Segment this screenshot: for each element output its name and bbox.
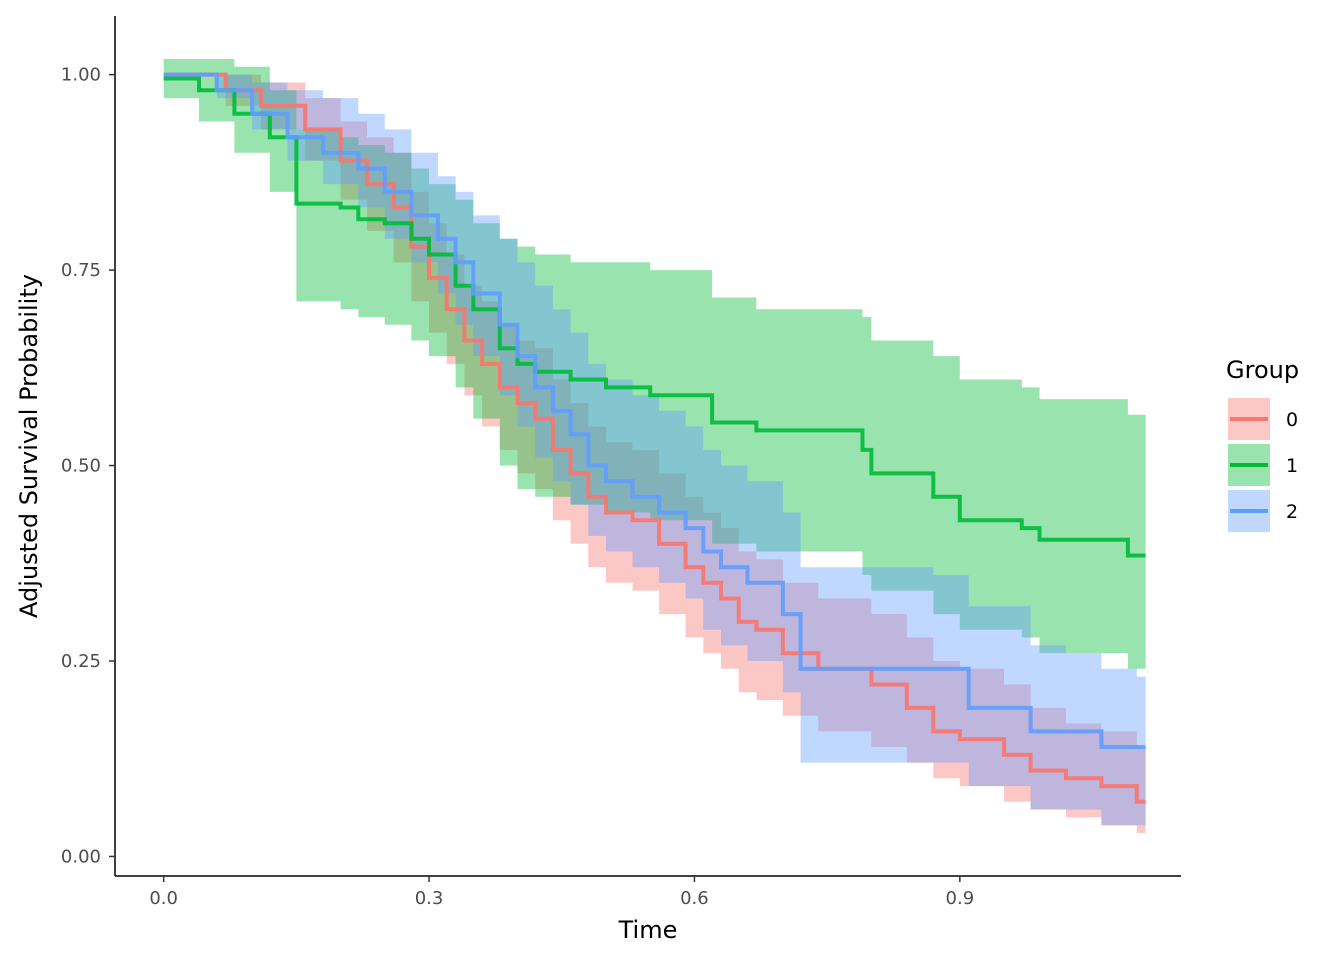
legend-label-1: 1: [1286, 455, 1298, 477]
survival-curves: [163, 72, 1146, 804]
y-tick-label: 0.50: [61, 456, 101, 477]
x-axis-ticks: 0.0 0.3 0.6 0.9: [149, 876, 974, 909]
y-tick-label: 1.00: [61, 65, 101, 86]
x-tick-label: 0.0: [149, 888, 178, 909]
ribbon-group-2: [163, 74, 1146, 826]
ribbon-group-1: [163, 59, 1146, 669]
y-axis-ticks: 0.00 0.25 0.50 0.75 1.00: [61, 65, 115, 867]
y-tick-label: 0.75: [61, 260, 101, 281]
x-axis-title: Time: [618, 916, 678, 944]
ribbon-group-0: [163, 74, 1146, 834]
y-axis-title: Adjusted Survival Probability: [15, 274, 43, 618]
y-tick-label: 0.25: [61, 651, 101, 672]
curve-group-1: [163, 76, 1146, 558]
x-tick-label: 0.6: [680, 888, 709, 909]
confidence-ribbons: [163, 59, 1146, 834]
legend: Group 0 1 2: [1226, 356, 1299, 532]
x-tick-label: 0.9: [946, 888, 975, 909]
legend-label-2: 2: [1286, 501, 1298, 523]
x-tick-label: 0.3: [415, 888, 444, 909]
curve-group-0: [163, 72, 1146, 804]
legend-title: Group: [1226, 356, 1299, 384]
y-tick-label: 0.00: [61, 846, 101, 867]
curve-group-2: [163, 72, 1146, 749]
legend-label-0: 0: [1286, 409, 1298, 431]
